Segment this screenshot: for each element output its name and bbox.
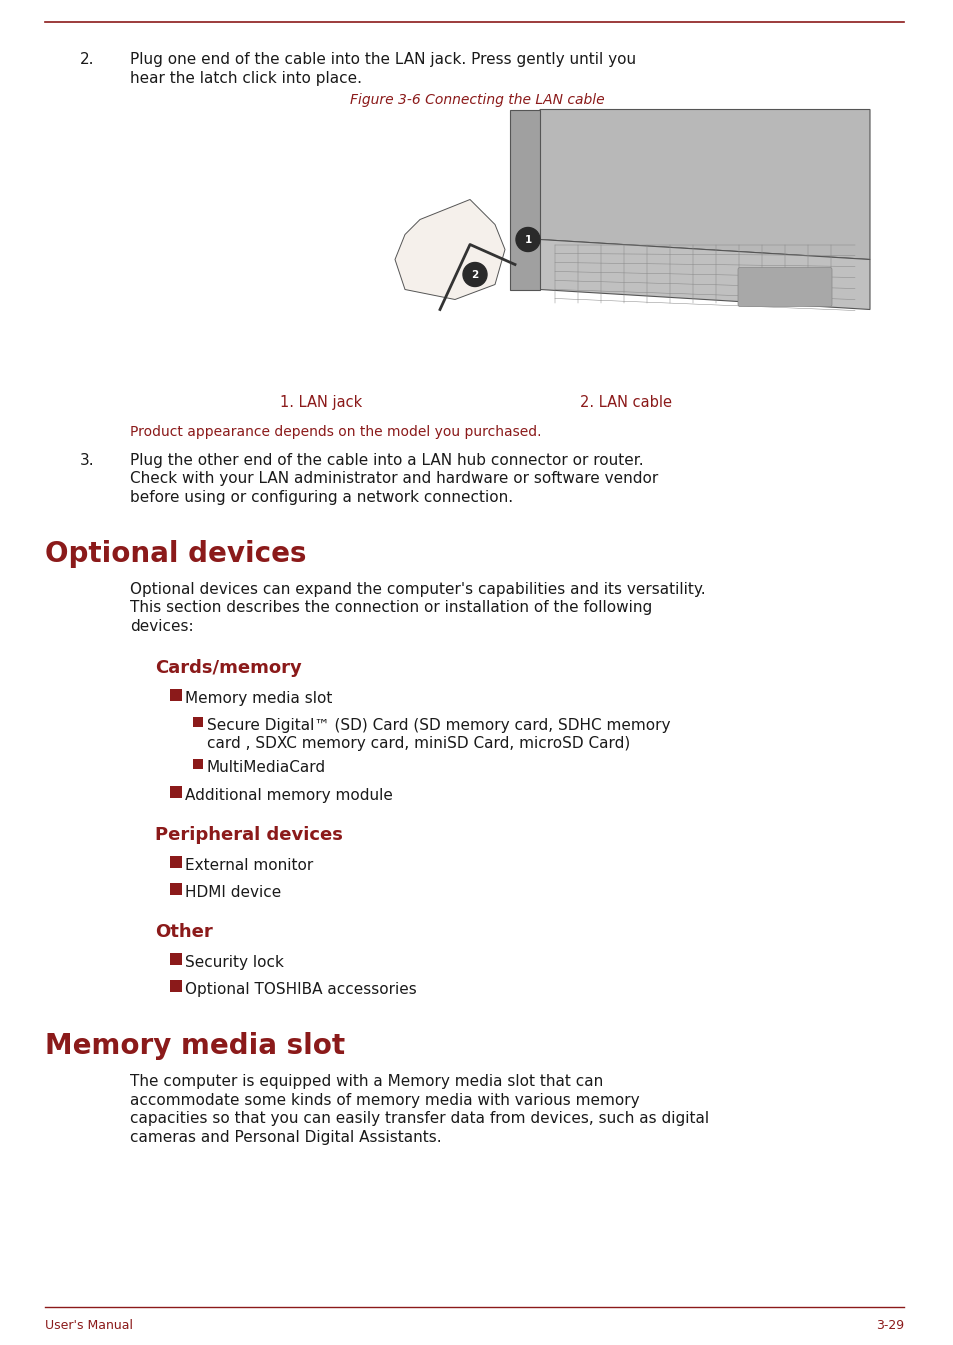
Text: Figure 3-6 Connecting the LAN cable: Figure 3-6 Connecting the LAN cable [350, 93, 603, 106]
Text: The computer is equipped with a Memory media slot that can: The computer is equipped with a Memory m… [130, 1075, 602, 1089]
Text: Other: Other [154, 923, 213, 941]
Text: Optional TOSHIBA accessories: Optional TOSHIBA accessories [185, 982, 416, 997]
Circle shape [516, 227, 539, 252]
Text: This section describes the connection or installation of the following: This section describes the connection or… [130, 600, 652, 615]
Text: Plug the other end of the cable into a LAN hub connector or router.: Plug the other end of the cable into a L… [130, 452, 643, 468]
Circle shape [462, 262, 486, 286]
Text: 1: 1 [524, 234, 531, 245]
Text: Additional memory module: Additional memory module [185, 788, 393, 803]
Text: User's Manual: User's Manual [45, 1319, 132, 1332]
Text: accommodate some kinds of memory media with various memory: accommodate some kinds of memory media w… [130, 1092, 639, 1107]
Text: devices:: devices: [130, 619, 193, 633]
Text: 2.: 2. [80, 52, 94, 67]
Bar [170, 855, 182, 868]
Text: Optional devices can expand the computer's capabilities and its versatility.: Optional devices can expand the computer… [130, 581, 705, 596]
Text: before using or configuring a network connection.: before using or configuring a network co… [130, 490, 513, 504]
Bar [170, 689, 182, 701]
Text: Memory media slot: Memory media slot [185, 690, 332, 706]
Text: Peripheral devices: Peripheral devices [154, 826, 342, 845]
Text: cameras and Personal Digital Assistants.: cameras and Personal Digital Assistants. [130, 1130, 441, 1145]
Text: External monitor: External monitor [185, 858, 313, 873]
Text: MultiMediaCard: MultiMediaCard [207, 760, 326, 775]
Text: Check with your LAN administrator and hardware or software vendor: Check with your LAN administrator and ha… [130, 471, 658, 486]
Text: Memory media slot: Memory media slot [45, 1032, 345, 1060]
FancyBboxPatch shape [738, 268, 831, 307]
Text: capacities so that you can easily transfer data from devices, such as digital: capacities so that you can easily transf… [130, 1111, 708, 1126]
Text: 1. LAN jack: 1. LAN jack [280, 394, 362, 409]
Bar [193, 717, 203, 726]
Text: HDMI device: HDMI device [185, 885, 281, 900]
Text: Plug one end of the cable into the LAN jack. Press gently until you: Plug one end of the cable into the LAN j… [130, 52, 636, 67]
Bar [170, 785, 182, 798]
Text: Optional devices: Optional devices [45, 539, 306, 568]
Bar [170, 981, 182, 993]
Text: Cards/memory: Cards/memory [154, 659, 301, 677]
Text: hear the latch click into place.: hear the latch click into place. [130, 70, 361, 86]
Text: 3.: 3. [80, 452, 94, 468]
Text: 3-29: 3-29 [875, 1319, 903, 1332]
Text: card , SDXC memory card, miniSD Card, microSD Card): card , SDXC memory card, miniSD Card, mi… [207, 736, 630, 751]
Polygon shape [539, 109, 869, 260]
Polygon shape [539, 239, 869, 309]
Bar [170, 884, 182, 894]
Polygon shape [395, 199, 504, 300]
Text: Security lock: Security lock [185, 955, 284, 970]
Text: 2. LAN cable: 2. LAN cable [579, 394, 671, 409]
Polygon shape [510, 109, 539, 289]
Bar [260, 105, 859, 385]
Bar [193, 759, 203, 769]
Text: 2: 2 [471, 269, 478, 280]
Bar [170, 954, 182, 964]
Text: Secure Digital™ (SD) Card (SD memory card, SDHC memory: Secure Digital™ (SD) Card (SD memory car… [207, 717, 670, 733]
Text: Product appearance depends on the model you purchased.: Product appearance depends on the model … [130, 425, 541, 438]
